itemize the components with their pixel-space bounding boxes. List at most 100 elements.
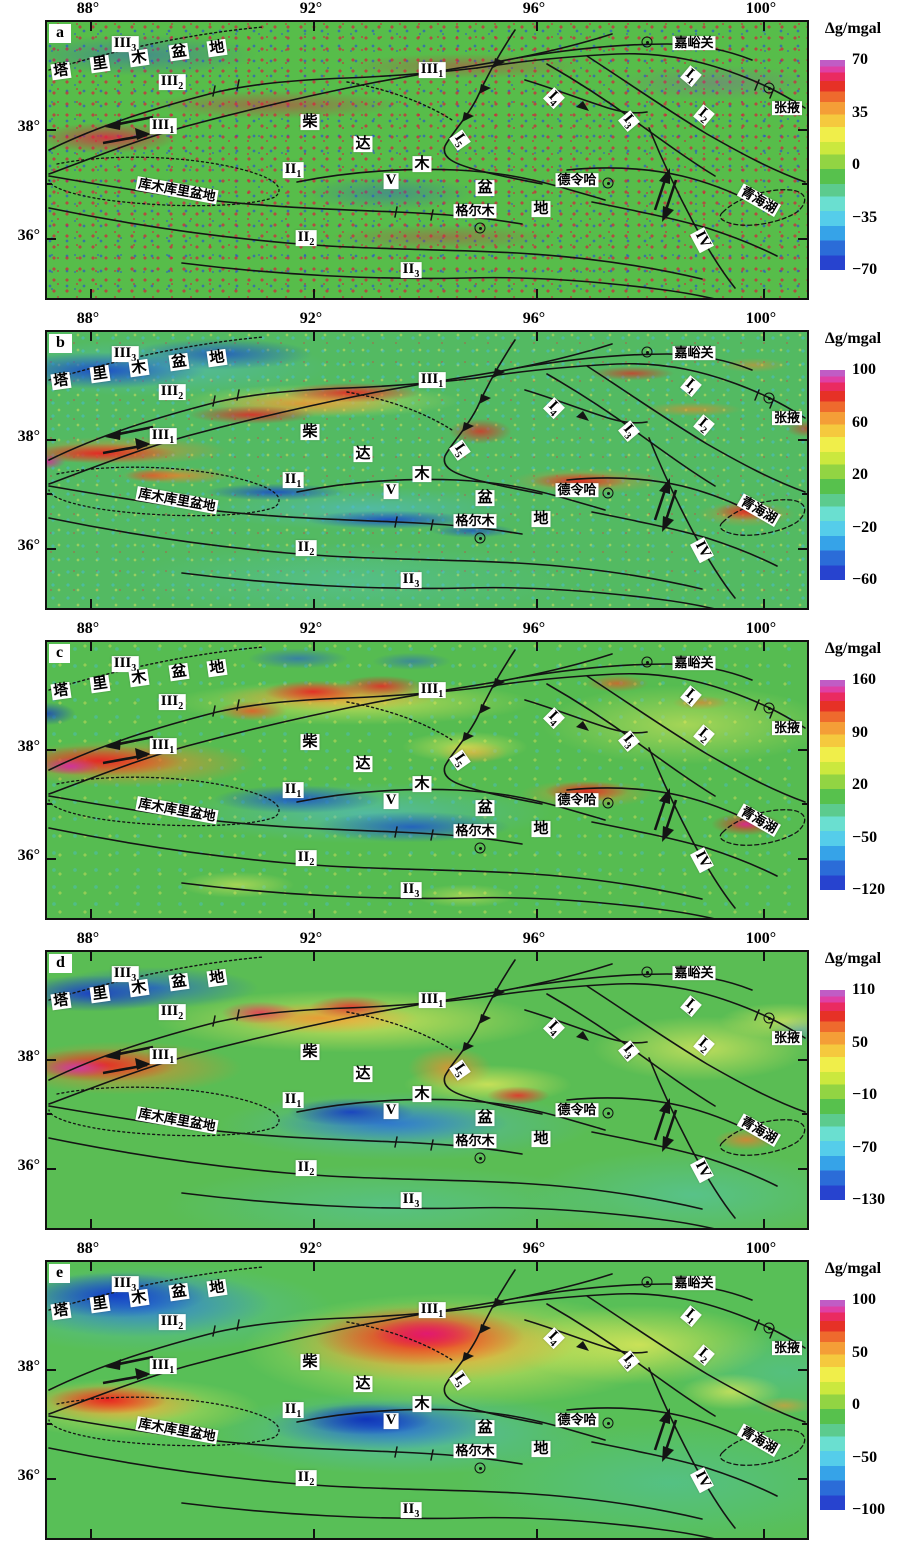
fault-I2-line: [586, 55, 806, 183]
fault-anticline-dotted: [346, 391, 453, 431]
label-text: 德令哈: [557, 1412, 597, 1428]
label-tarim-ta: 塔: [50, 681, 72, 701]
label-text: 塔: [52, 681, 70, 701]
fault-II1-line: [48, 485, 523, 535]
fault-tick: [236, 1319, 240, 1331]
delingha-dot: [602, 1107, 614, 1119]
fault-I3-line: [546, 993, 716, 1107]
label-qaidam-di: 地: [531, 511, 551, 527]
longitude-tick-label: 92°: [299, 310, 323, 327]
latitude-tick-label: 38°: [17, 738, 40, 755]
label-text: II: [297, 229, 310, 246]
fault-tick: [430, 829, 434, 841]
fault-IV-line: [648, 127, 736, 289]
axis-tick: [763, 332, 765, 341]
arrow-heads: [105, 429, 674, 532]
panel-d: 88° 92° 96° 100° 38° 36°: [0, 930, 900, 1240]
axis-tick: [763, 1262, 765, 1271]
label-tarim-ta: 塔: [50, 1301, 72, 1321]
colorbar-b: Δg/mgal 100 60 20 −20 −60: [806, 310, 900, 620]
label-fault-III3: III3: [111, 1275, 139, 1294]
label-qaidam-pen: 盆: [475, 1420, 495, 1436]
fault-II3-line: [181, 572, 715, 608]
label-fault-III2: III2: [158, 693, 186, 712]
label-fault-III3: III3: [111, 35, 139, 55]
fault-delingha-north: [566, 787, 753, 823]
label-qaidam-mu: 木: [412, 156, 432, 172]
fault-basin-axis: [296, 168, 606, 201]
fault-tick: [430, 209, 434, 221]
jiayuguan-dot: [641, 656, 653, 668]
fault-III2-line: [48, 687, 478, 771]
colorbar-gradient: [820, 60, 845, 270]
label-qaidam-pen: 盆: [475, 180, 495, 196]
longitude-tick-label: 96°: [522, 620, 546, 637]
label-city-delingha: 德令哈: [555, 173, 599, 187]
fault-II1-line: [48, 795, 523, 845]
label-text: III: [113, 655, 132, 672]
label-text: 嘉峪关: [674, 345, 714, 361]
longitude-tick-label: 88°: [76, 310, 100, 327]
label-tarim-mu: 木: [128, 1288, 150, 1308]
colorbar-tick-label: 35: [852, 103, 868, 121]
fault-tick: [236, 389, 240, 401]
fault-anticline-dotted: [346, 701, 453, 741]
colorbar-tick-label: −10: [852, 1086, 878, 1103]
label-qaidam-mu: 木: [412, 776, 432, 792]
label-text: V: [385, 1102, 397, 1119]
label-fault-II1: II1: [282, 781, 304, 800]
label-subscript: 1: [169, 1365, 175, 1377]
fault-lines-layer: [48, 1266, 806, 1538]
label-text: III: [113, 345, 132, 362]
colorbar-tick-label: 90: [852, 723, 868, 741]
axis-minor-tick: [802, 803, 807, 805]
label-qaidam-mu: 木: [412, 1086, 432, 1102]
fault-basin-axis: [296, 788, 606, 821]
label-text: V: [385, 1412, 397, 1429]
label-subscript: 2: [178, 1011, 184, 1023]
label-subscript: 1: [169, 435, 175, 447]
label-city-delingha: 德令哈: [555, 483, 599, 497]
qinghai-lake-outline: [719, 499, 806, 536]
fault-I4-thrust: [524, 389, 648, 424]
label-text: II: [402, 1501, 415, 1518]
label-qaidam-da: 达: [353, 1376, 373, 1392]
longitude-tick-label: 88°: [76, 0, 100, 17]
longitude-axis: 88° 92° 96° 100°: [0, 930, 900, 948]
fault-I5-thrust: [443, 959, 543, 1115]
label-subscript: 3: [131, 43, 137, 55]
latitude-tick-label: 38°: [17, 428, 40, 445]
fault-basin-axis: [296, 1408, 606, 1441]
label-subscript: 2: [178, 81, 184, 93]
longitude-tick-label: 96°: [522, 1240, 546, 1257]
fault-qilian-north: [516, 353, 753, 371]
axis-tick: [313, 1262, 315, 1271]
label-subscript: 3: [414, 1509, 420, 1521]
axis-tick: [536, 22, 538, 31]
label-city-zhangye: 张掖: [771, 721, 803, 735]
qinghai-lake-outline: [719, 1119, 806, 1156]
longitude-tick-label: 92°: [299, 930, 323, 947]
fault-I5-thrust: [443, 649, 543, 805]
label-qaidam-pen: 盆: [475, 1110, 495, 1126]
fault-delingha-south: [591, 511, 778, 567]
label-qaidam-da: 达: [353, 756, 373, 772]
delingha-dot: [602, 177, 614, 189]
fault-I2-line: [586, 985, 806, 1113]
label-city-jiayuguan: 嘉峪关: [672, 1276, 716, 1290]
axis-tick: [536, 952, 538, 961]
fault-III2-line: [48, 67, 478, 151]
axis-tick: [313, 1529, 315, 1538]
colorbar-tick-label: −20: [852, 518, 878, 536]
label-fault-II3: II3: [400, 1191, 422, 1210]
label-fault-V: V: [383, 1412, 399, 1429]
label-text: 德令哈: [557, 792, 597, 808]
label-tarim-di: 地: [206, 968, 228, 988]
label-text: 嘉峪关: [674, 655, 714, 671]
label-text: III: [160, 693, 179, 710]
label-city-zhangye: 张掖: [771, 1031, 803, 1045]
colorbar-gradient: [820, 1300, 845, 1510]
colorbar-tick-label: 50: [852, 1343, 868, 1361]
latitude-tick-label: 36°: [17, 1157, 40, 1174]
label-subscript: 1: [296, 1099, 302, 1111]
